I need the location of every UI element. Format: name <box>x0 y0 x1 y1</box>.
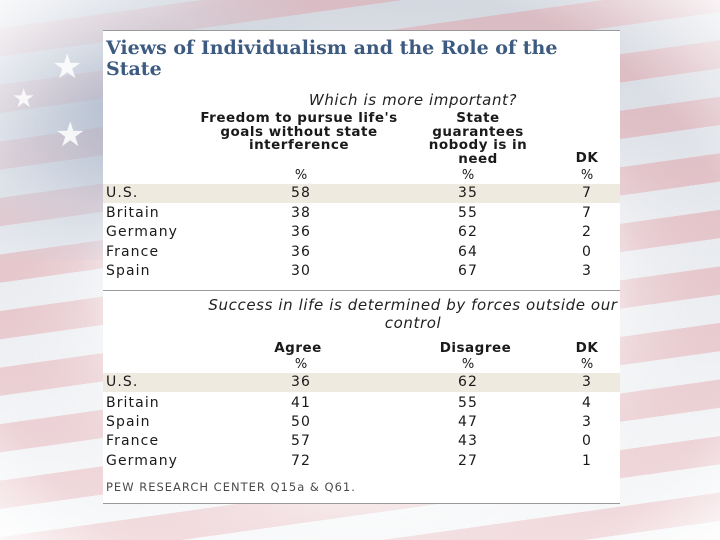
column-header-disagree: Disagree <box>439 340 512 356</box>
country-label: Spain <box>106 414 151 430</box>
column-header-agree: Agree <box>274 340 322 356</box>
table-row: Spain 30 67 3 <box>103 262 620 281</box>
value-agree: 41 <box>290 395 311 411</box>
value-agree: 50 <box>290 414 311 430</box>
page-title: Views of Individualism and the Role of t… <box>106 37 558 80</box>
table-row: Germany 72 27 1 <box>103 452 620 471</box>
value-dk: 7 <box>581 205 592 221</box>
value-state: 64 <box>457 244 478 260</box>
country-label: France <box>106 244 160 260</box>
value-state: 35 <box>457 185 478 201</box>
value-freedom: 38 <box>290 205 311 221</box>
value-agree: 36 <box>290 374 311 390</box>
value-dk: 0 <box>581 433 592 449</box>
country-label: Spain <box>106 263 151 279</box>
value-dk: 7 <box>581 185 592 201</box>
question-2: Success in life is determined by forces … <box>208 296 618 332</box>
source-note: PEW RESEARCH CENTER Q15a & Q61. <box>106 480 356 494</box>
table-row: Spain 50 47 3 <box>103 413 620 432</box>
question-1: Which is more important? <box>308 91 518 109</box>
value-agree: 72 <box>290 453 311 469</box>
value-disagree: 27 <box>457 453 478 469</box>
column-header-freedom: Freedom to pursue life's goals without s… <box>200 110 398 153</box>
value-disagree: 55 <box>457 395 478 411</box>
value-freedom: 58 <box>290 185 311 201</box>
unit-label: % <box>294 168 308 183</box>
column-header-dk: DK <box>575 150 599 166</box>
survey-table-card: Views of Individualism and the Role of t… <box>103 30 620 504</box>
value-dk: 0 <box>581 244 592 260</box>
value-dk: 1 <box>581 453 592 469</box>
country-label: Germany <box>106 224 179 240</box>
country-label: Britain <box>106 205 160 221</box>
unit-label: % <box>461 357 475 372</box>
country-label: France <box>106 433 160 449</box>
value-state: 55 <box>457 205 478 221</box>
value-dk: 3 <box>581 263 592 279</box>
table-row: U.S. 36 62 3 <box>103 373 620 392</box>
table-row: U.S. 58 35 7 <box>103 184 620 203</box>
value-dk: 3 <box>581 414 592 430</box>
value-state: 62 <box>457 224 478 240</box>
unit-label: % <box>294 357 308 372</box>
unit-label: % <box>580 168 594 183</box>
country-label: Britain <box>106 395 160 411</box>
column-header-dk: DK <box>575 340 599 356</box>
value-disagree: 43 <box>457 433 478 449</box>
value-agree: 57 <box>290 433 311 449</box>
unit-label: % <box>580 357 594 372</box>
value-freedom: 36 <box>290 224 311 240</box>
value-disagree: 47 <box>457 414 478 430</box>
table-row: Germany 36 62 2 <box>103 223 620 242</box>
value-freedom: 36 <box>290 244 311 260</box>
table-row: France 36 64 0 <box>103 243 620 262</box>
section-divider <box>103 290 620 291</box>
value-dk: 2 <box>581 224 592 240</box>
table-row: Britain 41 55 4 <box>103 394 620 413</box>
value-disagree: 62 <box>457 374 478 390</box>
country-label: U.S. <box>106 185 139 201</box>
country-label: U.S. <box>106 374 139 390</box>
table-row: France 57 43 0 <box>103 432 620 451</box>
value-freedom: 30 <box>290 263 311 279</box>
column-header-state-guarantees: State guarantees nobody is in need <box>428 110 528 167</box>
value-state: 67 <box>457 263 478 279</box>
country-label: Germany <box>106 453 179 469</box>
value-dk: 4 <box>581 395 592 411</box>
table-row: Britain 38 55 7 <box>103 204 620 223</box>
unit-label: % <box>461 168 475 183</box>
value-dk: 3 <box>581 374 592 390</box>
